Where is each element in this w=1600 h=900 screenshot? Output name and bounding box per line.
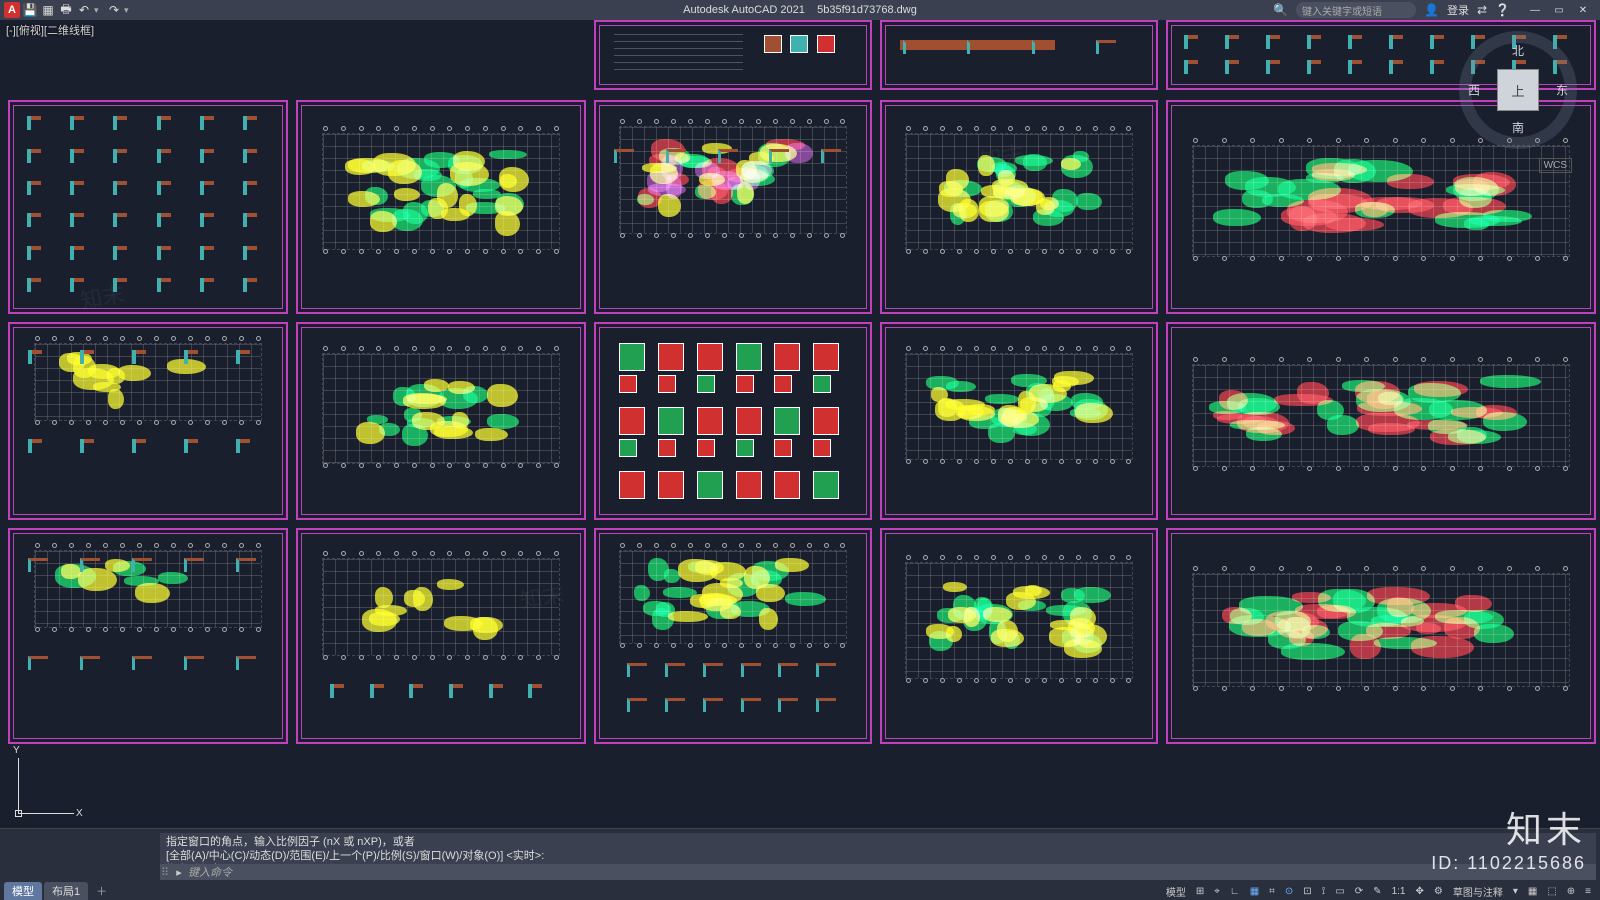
drawing-sheet <box>880 322 1158 520</box>
drawing-sheet <box>594 528 872 744</box>
window-buttons: — ▭ ✕ <box>1524 2 1594 18</box>
ucs-y-axis <box>18 758 19 814</box>
qat-save-icon[interactable]: 💾 <box>22 2 38 18</box>
command-prompt-icon: ▸ <box>170 866 188 879</box>
titlebar: A 💾 ▦ 🖶 ↶ ▾ ↷ ▾ Autodesk AutoCAD 2021 5b… <box>0 0 1600 20</box>
status-ortho-icon[interactable]: ∟ <box>1227 886 1243 897</box>
qat-print-icon[interactable]: 🖶 <box>58 2 74 18</box>
drawing-sheet <box>8 322 288 520</box>
command-line-panel: 指定窗口的角点，输入比例因子 (nX 或 nXP)，或者 [全部(A)/中心(C… <box>0 828 1600 882</box>
status-customize-icon[interactable]: ≡ <box>1582 886 1594 897</box>
drawing-sheet <box>594 20 872 90</box>
viewcube[interactable]: 上 北 南 西 东 <box>1454 26 1582 154</box>
status-units-icon[interactable]: ▦ <box>1525 886 1540 897</box>
drawing-sheet <box>8 528 288 744</box>
status-3dosnap-icon[interactable]: ⊡ <box>1300 886 1314 897</box>
command-handle-icon[interactable]: ⠿ <box>160 866 170 879</box>
tab-layout1[interactable]: 布局1 <box>44 882 88 900</box>
status-qprops-icon[interactable]: ⬚ <box>1544 886 1559 897</box>
status-otrack-icon[interactable]: ⟟ <box>1319 886 1329 897</box>
title-app: Autodesk AutoCAD 2021 <box>683 4 805 16</box>
qat-redo-icon[interactable]: ↷ <box>106 2 122 18</box>
drawing-sheet <box>880 20 1158 90</box>
drawing-sheet <box>880 528 1158 744</box>
titlebar-right: 🔍 键入关键字或短语 👤 登录 ⇄ ❔ — ▭ ✕ <box>1273 2 1594 18</box>
drawing-sheet <box>296 100 586 314</box>
status-snap-icon[interactable]: ⌖ <box>1211 886 1223 897</box>
maximize-button[interactable]: ▭ <box>1548 2 1570 18</box>
status-osnap-icon[interactable]: ⊙ <box>1282 886 1296 897</box>
drawing-sheet <box>1166 322 1596 520</box>
drawing-sheet <box>8 100 288 314</box>
exchange-icon[interactable]: ⇄ <box>1477 3 1487 17</box>
wcs-badge[interactable]: WCS <box>1539 158 1572 173</box>
command-history-line: 指定窗口的角点，输入比例因子 (nX 或 nXP)，或者 <box>166 835 1590 849</box>
close-button[interactable]: ✕ <box>1572 2 1594 18</box>
tab-model[interactable]: 模型 <box>4 882 42 900</box>
status-polar-icon[interactable]: ▦ <box>1247 886 1262 897</box>
ucs-x-label: X <box>76 808 83 819</box>
search-input[interactable]: 键入关键字或短语 <box>1296 2 1416 18</box>
drawing-sheet <box>594 100 872 314</box>
status-bar: 模型 ⊞ ⌖ ∟ ▦ ⌗ ⊙ ⊡ ⟟ ▭ ⟳ ✎ 1:1 ✥ ⚙ 草图与注释 ▾… <box>800 882 1600 900</box>
ucs-origin-icon <box>15 810 22 817</box>
command-placeholder: 键入命令 <box>188 864 232 880</box>
command-input[interactable]: ⠿ ▸ 键入命令 <box>160 864 1596 880</box>
viewcube-east-label[interactable]: 东 <box>1556 82 1568 99</box>
status-isolate-icon[interactable]: ⊕ <box>1564 886 1578 897</box>
login-label[interactable]: 登录 <box>1447 2 1469 18</box>
qat-undo-icon[interactable]: ↶ <box>76 2 92 18</box>
status-annoscale-icon[interactable]: ✥ <box>1412 886 1426 897</box>
viewcube-north-label[interactable]: 北 <box>1512 42 1524 59</box>
qat-redo-dropdown-icon[interactable]: ▾ <box>124 5 134 16</box>
command-history-line: [全部(A)/中心(C)/动态(D)/范围(E)/上一个(P)/比例(S)/窗口… <box>166 849 1590 863</box>
status-gear-icon[interactable]: ⚙ <box>1431 886 1446 897</box>
viewcube-west-label[interactable]: 西 <box>1468 82 1480 99</box>
drawing-sheet <box>296 528 586 744</box>
status-model-button[interactable]: 模型 <box>1163 884 1189 899</box>
viewcube-south-label[interactable]: 南 <box>1512 119 1524 136</box>
drawing-sheet <box>1166 528 1596 744</box>
drawing-sheet <box>880 100 1158 314</box>
viewport-label[interactable]: [-][俯视][二维线框] <box>6 22 94 38</box>
drawing-sheet <box>296 322 586 520</box>
title-text: Autodesk AutoCAD 2021 5b35f91d73768.dwg <box>683 4 917 16</box>
status-workspace-dropdown-icon[interactable]: ▾ <box>1510 886 1521 897</box>
quick-access-toolbar: A 💾 ▦ 🖶 ↶ ▾ ↷ ▾ <box>0 2 134 18</box>
status-iso-icon[interactable]: ⌗ <box>1266 886 1278 897</box>
qat-open-icon[interactable]: ▦ <box>40 2 56 18</box>
ucs-icon[interactable]: X Y <box>10 742 90 822</box>
ucs-y-label: Y <box>13 745 20 756</box>
status-scale-label[interactable]: 1:1 <box>1389 886 1409 897</box>
status-workspace-label[interactable]: 草图与注释 <box>1450 884 1506 899</box>
drawing-sheet <box>594 322 872 520</box>
status-cycling-icon[interactable]: ⟳ <box>1352 886 1366 897</box>
status-grid-icon[interactable]: ⊞ <box>1193 886 1207 897</box>
app-logo[interactable]: A <box>4 2 20 18</box>
help-icon[interactable]: ❔ <box>1495 3 1510 17</box>
drawing-canvas[interactable]: 上 北 南 西 东 WCS 知末 知末 知末 <box>0 20 1600 828</box>
user-icon[interactable]: 👤 <box>1424 3 1439 17</box>
status-annomonitor-icon[interactable]: ✎ <box>1370 886 1384 897</box>
search-icon[interactable]: 🔍 <box>1273 3 1288 17</box>
ucs-x-axis <box>18 813 74 814</box>
qat-undo-dropdown-icon[interactable]: ▾ <box>94 5 104 16</box>
title-file: 5b35f91d73768.dwg <box>817 4 917 16</box>
status-lineweight-icon[interactable]: ▭ <box>1332 886 1347 897</box>
tab-add-button[interactable]: ＋ <box>90 883 113 899</box>
layout-tabs: 模型 布局1 ＋ <box>0 882 800 900</box>
minimize-button[interactable]: — <box>1524 2 1546 18</box>
